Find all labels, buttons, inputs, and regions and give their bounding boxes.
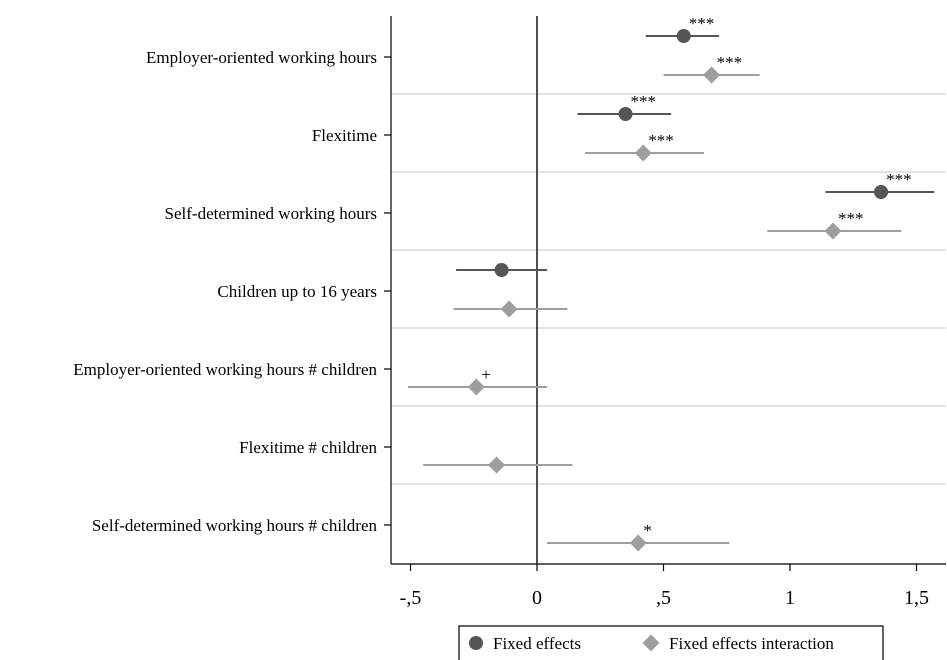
significance-label: ***	[838, 209, 864, 228]
category-label: Children up to 16 years	[217, 282, 377, 301]
category-label: Employer-oriented working hours # childr…	[73, 360, 377, 379]
legend: Fixed effects Fixed effects interaction	[458, 625, 884, 660]
estimate-point	[618, 107, 633, 121]
category-label: Flexitime	[312, 126, 377, 145]
estimate-point	[494, 263, 509, 277]
legend-label: Fixed effects	[493, 634, 581, 653]
estimate-point	[676, 29, 691, 43]
category-label: Flexitime # children	[239, 438, 377, 457]
significance-label: *	[643, 521, 652, 540]
legend-circle-marker	[469, 636, 483, 650]
x-tick-label: 0	[532, 587, 542, 609]
significance-label: ***	[886, 170, 912, 189]
x-tick-label: 1	[785, 587, 795, 609]
significance-label: ***	[631, 92, 657, 111]
x-axis-ticks: -,5 0 ,5 1 1,5	[400, 564, 929, 609]
x-tick-label: ,5	[656, 587, 671, 609]
legend-box	[458, 625, 884, 660]
plot-marks: *** *** *** *** *** *** + *	[407, 14, 935, 552]
x-tick-label: 1,5	[904, 587, 929, 609]
estimate-diamond	[488, 456, 506, 474]
axes	[390, 16, 946, 565]
category-label: Employer-oriented working hours	[146, 48, 377, 67]
significance-label: ***	[717, 53, 743, 72]
estimate-diamond	[467, 378, 485, 396]
significance-label: ***	[648, 131, 674, 150]
x-tick-label: -,5	[400, 587, 422, 609]
category-label: Self-determined working hours # children	[92, 516, 378, 535]
estimate-diamond	[703, 66, 721, 84]
estimate-diamond	[824, 222, 842, 240]
estimate-diamond	[500, 300, 518, 318]
category-label: Self-determined working hours	[165, 204, 377, 223]
legend-diamond-marker	[642, 634, 660, 652]
legend-label: Fixed effects interaction	[669, 634, 834, 653]
category-labels: Employer-oriented working hours Flexitime…	[73, 48, 391, 535]
significance-label: ***	[689, 14, 715, 33]
estimate-diamond	[629, 534, 647, 552]
estimate-diamond	[634, 144, 652, 162]
significance-label: +	[481, 365, 491, 384]
row-separators	[391, 93, 946, 485]
estimate-point	[874, 185, 889, 199]
